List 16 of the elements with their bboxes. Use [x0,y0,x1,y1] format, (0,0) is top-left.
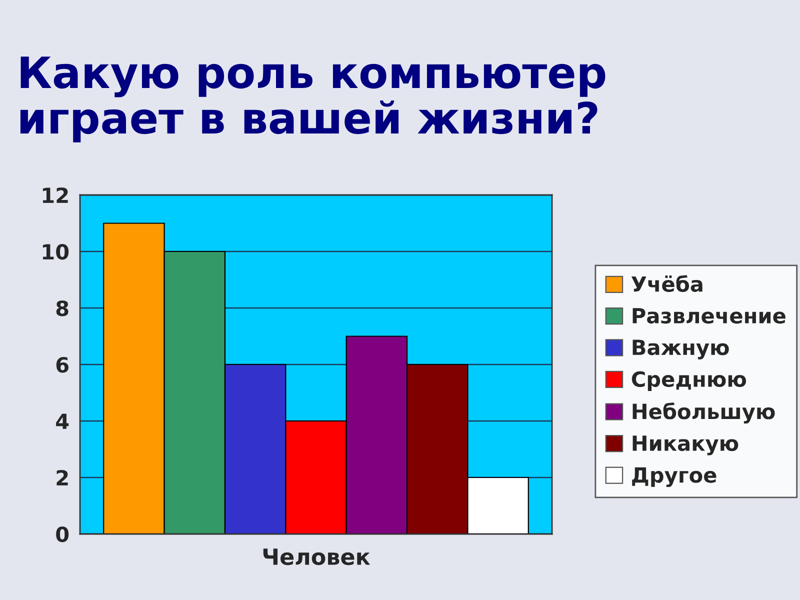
y-tick-label: 10 [42,244,69,260]
legend-label: Никакую [632,436,738,456]
y-tick-label: 12 [42,187,68,203]
y-tick-label: 6 [56,356,68,373]
y-tick-label: 0 [56,526,69,542]
y-tick-label: 2 [56,470,68,486]
legend-label: Учёба [631,275,702,292]
legend-label: Среднюю [632,371,746,392]
x-tick-label: Человек [263,548,370,566]
legend-label: Развлечение [632,308,786,324]
legend-label: Другое [632,467,716,488]
chart-title: Какую роль компьютер играет в вашей жизни? [20,56,606,142]
y-tick-label: 8 [56,300,68,316]
y-tick-label: 4 [56,414,69,429]
legend-label: Важную [632,340,729,360]
legend-label: Небольшую [632,402,775,424]
